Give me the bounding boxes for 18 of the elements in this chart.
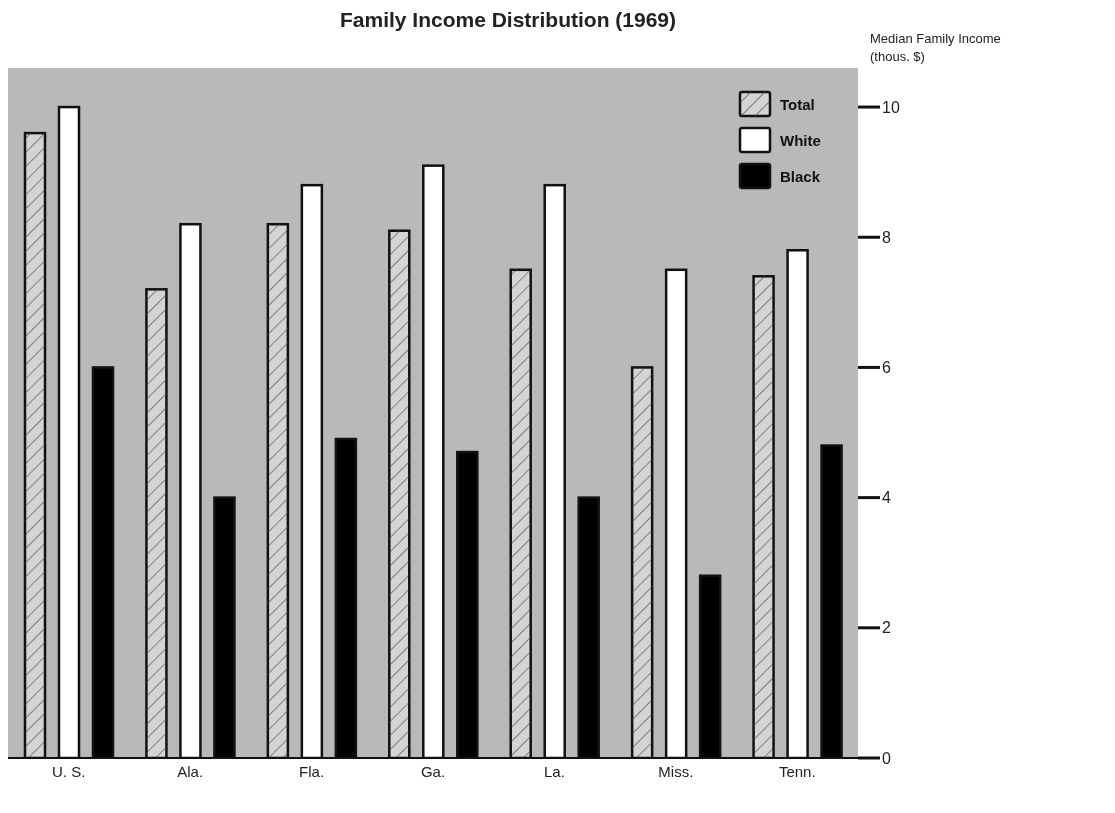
legend-label: Black [780, 167, 821, 185]
x-tick-label: Ga. [420, 762, 446, 780]
y-axis-title: Median Family Income (thous. $) [870, 30, 1002, 66]
x-tick-label: La. [544, 762, 565, 780]
x-tick-label: Fla. [299, 762, 325, 780]
legend-label: White [780, 131, 821, 149]
y-tick-label: 2 [882, 619, 891, 637]
x-tick-label: Ala. [177, 762, 204, 780]
x-tick-label: Miss. [658, 762, 694, 780]
y-tick-label: 8 [882, 228, 891, 246]
x-tick-label: U. S. [52, 762, 86, 780]
y-tick-label: 0 [882, 749, 891, 767]
y-tick-label: 6 [882, 359, 891, 377]
chart-title: Family Income Distribution (1969) [338, 8, 678, 32]
y-tick-label: 10 [882, 98, 900, 116]
x-tick-label: Tenn. [778, 762, 816, 780]
legend-label: Total [780, 95, 815, 113]
y-tick-label: 4 [882, 489, 891, 507]
